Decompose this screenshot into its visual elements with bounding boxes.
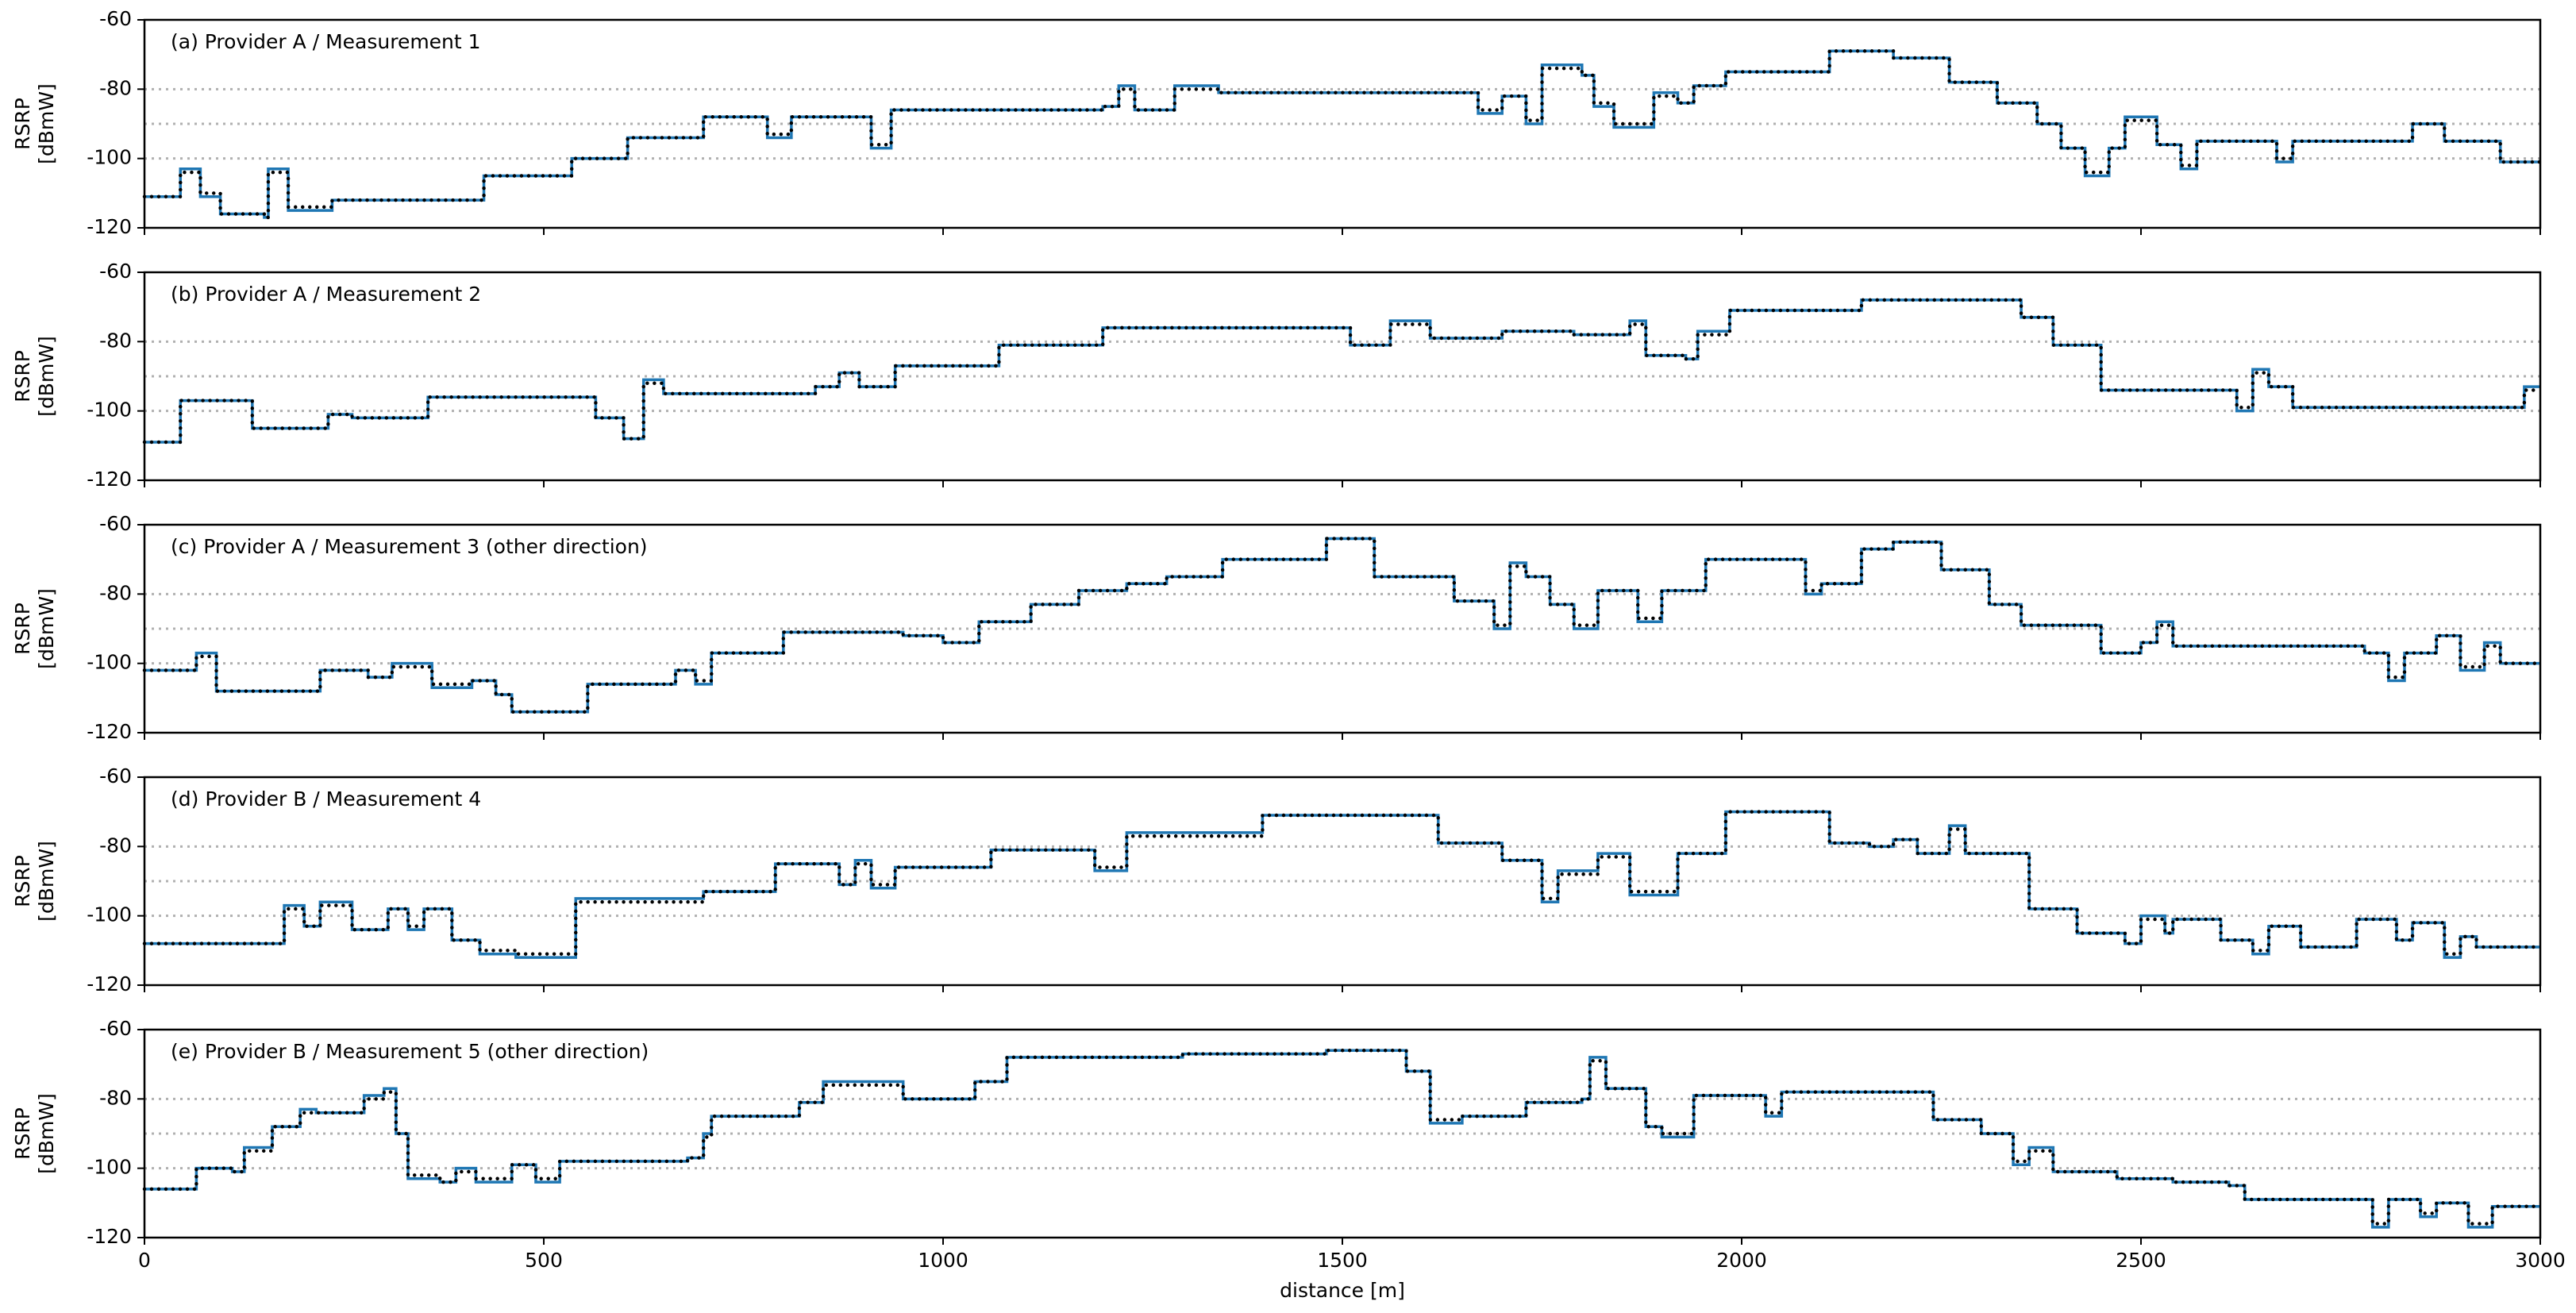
y-tick-label: -60 (99, 1017, 132, 1040)
series-line (142, 298, 2543, 445)
panel: -60 -80 -100 -120 0 500 1000 1500 2000 2500 3000 (e… (11, 1017, 2566, 1302)
y-axis-label: RSRP (11, 603, 34, 655)
y-tick-label: -80 (99, 1086, 132, 1109)
y-axis-label: RSRP (11, 350, 34, 402)
x-axis-label: distance [m] (1280, 1279, 1405, 1302)
series-line (144, 537, 2540, 714)
y-axis-label: [dBmW] (35, 1093, 58, 1174)
series-line (144, 298, 2540, 444)
panel: -60 -80 -100 -120 (d) Provider B / Measureme… (11, 764, 2543, 995)
y-axis-label: RSRP (11, 855, 34, 907)
series-line (142, 1048, 2543, 1226)
series-line (142, 810, 2543, 956)
panel-title: (b) Provider A / Measurement 2 (171, 283, 481, 306)
y-tick-label: -120 (87, 1225, 132, 1248)
y-tick-label: -100 (87, 399, 132, 422)
x-tick-label: 2500 (2116, 1249, 2166, 1272)
y-tick-label: -80 (99, 76, 132, 99)
series-line (144, 810, 2540, 959)
y-tick-label: -60 (99, 7, 132, 30)
series-line (142, 49, 2543, 220)
y-axis-label: RSRP (11, 98, 34, 150)
panel: -60 -80 -100 -120 (c) Provider A / Measureme… (11, 512, 2543, 743)
x-tick-label: 500 (525, 1249, 563, 1272)
y-tick-label: -80 (99, 834, 132, 857)
y-tick-label: -120 (87, 972, 132, 995)
series-line (142, 537, 2543, 714)
y-tick-label: -60 (99, 260, 132, 283)
y-axis-label: [dBmW] (35, 83, 58, 164)
y-tick-label: -100 (87, 651, 132, 674)
x-tick-label: 1000 (918, 1249, 968, 1272)
y-axis-label: RSRP (11, 1107, 34, 1160)
y-axis-label: [dBmW] (35, 841, 58, 922)
series-line (144, 49, 2540, 219)
x-tick-label: 3000 (2515, 1249, 2566, 1272)
panel-title: (a) Provider A / Measurement 1 (171, 30, 481, 53)
y-tick-label: -100 (87, 903, 132, 926)
y-tick-label: -100 (87, 146, 132, 169)
panel-title: (d) Provider B / Measurement 4 (171, 787, 481, 811)
y-tick-label: -120 (87, 720, 132, 743)
x-tick-label: 2000 (1716, 1249, 1767, 1272)
y-tick-label: -80 (99, 581, 132, 604)
panel: -60 -80 -100 -120 (b) Provider A / Measureme… (11, 260, 2543, 491)
panel-title: (e) Provider B / Measurement 5 (other di… (171, 1040, 649, 1063)
panel-title: (c) Provider A / Measurement 3 (other di… (171, 535, 648, 558)
x-tick-label: 0 (138, 1249, 151, 1272)
y-tick-label: -120 (87, 468, 132, 491)
y-axis-label: [dBmW] (35, 336, 58, 417)
y-tick-label: -60 (99, 764, 132, 787)
y-tick-label: -100 (87, 1156, 132, 1179)
y-tick-label: -120 (87, 215, 132, 238)
y-tick-label: -60 (99, 512, 132, 535)
y-tick-label: -80 (99, 329, 132, 352)
y-axis-label: [dBmW] (35, 588, 58, 669)
series-line (144, 1049, 2540, 1229)
panel: -60 -80 -100 -120 (a) Provider A / Measureme… (11, 7, 2543, 238)
x-tick-label: 1500 (1317, 1249, 1368, 1272)
